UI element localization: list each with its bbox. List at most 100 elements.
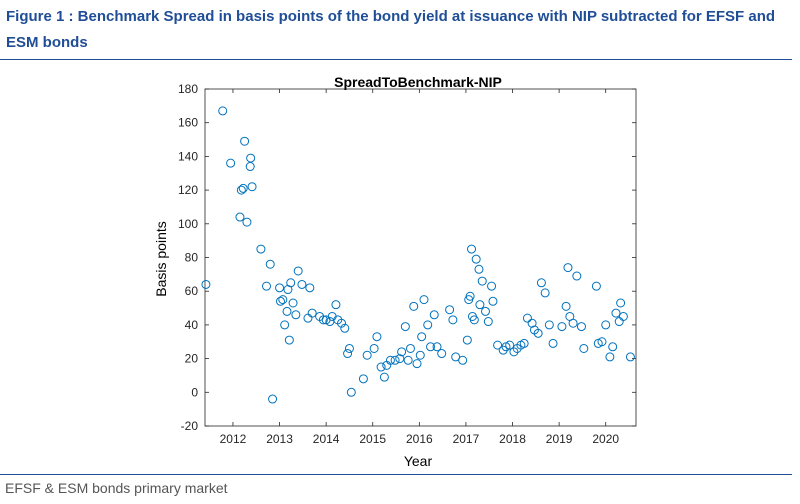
data-point bbox=[563, 263, 573, 273]
data-point bbox=[616, 298, 626, 308]
data-point bbox=[483, 317, 493, 327]
y-axis-label: Basis points bbox=[153, 221, 169, 296]
data-point bbox=[605, 352, 615, 362]
data-point bbox=[376, 362, 386, 372]
y-tick-label: 40 bbox=[185, 318, 199, 332]
data-point bbox=[477, 276, 487, 286]
source-note: EFSF & ESM bonds primary market bbox=[5, 480, 228, 496]
data-point bbox=[533, 328, 543, 338]
caption-divider bbox=[0, 59, 792, 60]
data-point bbox=[331, 300, 341, 310]
x-axis: 2012 2013 2014 2015 2016 2017 2018 2019 2020 bbox=[220, 89, 619, 446]
data-point bbox=[288, 298, 298, 308]
data-point bbox=[362, 350, 372, 360]
data-point bbox=[235, 212, 245, 222]
data-point bbox=[256, 244, 266, 254]
data-point bbox=[275, 296, 285, 306]
data-point bbox=[509, 347, 519, 357]
data-point bbox=[346, 387, 356, 397]
data-point bbox=[487, 281, 497, 291]
data-point bbox=[475, 300, 485, 310]
scatter-chart: -20 0 20 40 60 80 100 120 140 160 180 2012 2013 2014… bbox=[153, 74, 637, 469]
data-point bbox=[385, 355, 395, 365]
data-point bbox=[536, 278, 546, 288]
data-point bbox=[218, 106, 228, 116]
data-point bbox=[437, 349, 447, 359]
x-tick-label: 2013 bbox=[266, 432, 293, 446]
y-tick-label: 120 bbox=[178, 183, 198, 197]
data-point bbox=[561, 301, 571, 311]
data-point bbox=[618, 311, 628, 321]
data-point bbox=[572, 271, 582, 281]
data-point bbox=[527, 318, 537, 328]
data-point bbox=[474, 264, 484, 274]
data-point bbox=[278, 295, 288, 305]
y-tick-label: 0 bbox=[191, 385, 198, 399]
data-point bbox=[557, 322, 567, 332]
data-point bbox=[597, 337, 607, 347]
data-point bbox=[467, 244, 477, 254]
y-tick-label: -20 bbox=[181, 419, 199, 433]
data-point bbox=[284, 335, 294, 345]
y-tick-label: 140 bbox=[178, 149, 198, 163]
data-point bbox=[268, 394, 278, 404]
data-point bbox=[625, 352, 635, 362]
data-point bbox=[498, 345, 508, 355]
plot-frame bbox=[204, 88, 637, 427]
data-point bbox=[291, 310, 301, 320]
data-point bbox=[409, 301, 419, 311]
data-point bbox=[201, 279, 211, 289]
data-point bbox=[465, 291, 475, 301]
data-point bbox=[471, 254, 481, 264]
data-point bbox=[568, 318, 578, 328]
y-tick-label: 160 bbox=[178, 116, 198, 130]
data-point bbox=[372, 332, 382, 342]
data-point bbox=[390, 355, 400, 365]
data-point bbox=[369, 343, 379, 353]
y-tick-label: 60 bbox=[185, 284, 199, 298]
data-point bbox=[493, 340, 503, 350]
data-point bbox=[286, 278, 296, 288]
data-point bbox=[405, 343, 415, 353]
data-point bbox=[226, 158, 236, 168]
data-point bbox=[412, 359, 422, 369]
data-points bbox=[201, 106, 635, 404]
x-tick-label: 2014 bbox=[313, 432, 340, 446]
data-point bbox=[522, 313, 532, 323]
x-tick-label: 2012 bbox=[220, 432, 247, 446]
y-axis: -20 0 20 40 60 80 100 120 140 160 180 bbox=[178, 82, 636, 433]
data-point bbox=[576, 322, 586, 332]
data-point bbox=[488, 296, 498, 306]
data-point bbox=[403, 355, 413, 365]
data-point bbox=[265, 259, 275, 269]
data-point bbox=[419, 295, 429, 305]
x-tick-label: 2020 bbox=[592, 432, 619, 446]
data-point bbox=[397, 347, 407, 357]
data-point bbox=[305, 283, 315, 293]
x-tick-label: 2016 bbox=[406, 432, 433, 446]
plot-area bbox=[204, 88, 637, 427]
x-tick-label: 2015 bbox=[359, 432, 386, 446]
y-tick-label: 80 bbox=[185, 251, 199, 265]
data-point bbox=[337, 318, 347, 328]
data-point bbox=[275, 283, 285, 293]
data-point bbox=[343, 349, 353, 359]
data-point bbox=[395, 354, 405, 364]
data-point bbox=[318, 315, 328, 325]
data-point bbox=[462, 335, 472, 345]
y-tick-label: 180 bbox=[178, 82, 198, 96]
y-tick-label: 20 bbox=[185, 352, 199, 366]
chart-title: SpreadToBenchmark-NIP bbox=[334, 74, 502, 90]
data-point bbox=[540, 288, 550, 298]
data-point bbox=[579, 343, 589, 353]
data-point bbox=[448, 315, 458, 325]
data-point bbox=[458, 355, 468, 365]
data-point bbox=[282, 306, 292, 316]
x-tick-label: 2019 bbox=[546, 432, 573, 446]
data-point bbox=[480, 306, 490, 316]
data-point bbox=[236, 185, 246, 195]
data-point bbox=[247, 182, 257, 192]
data-point bbox=[429, 310, 439, 320]
data-point bbox=[358, 374, 368, 384]
data-point bbox=[379, 372, 389, 382]
